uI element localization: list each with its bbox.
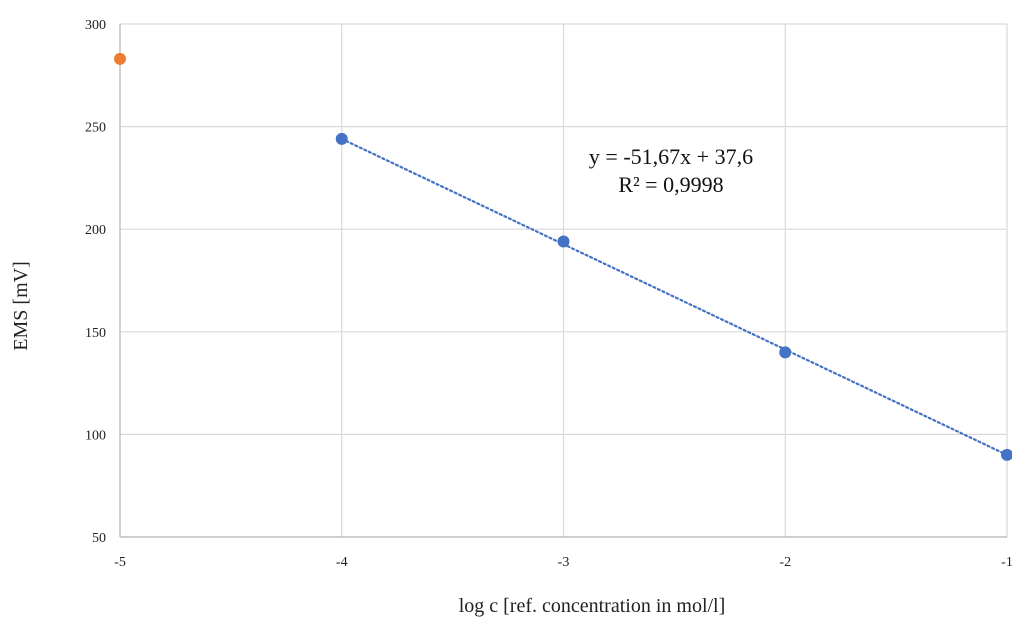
y-axis-title: EMS [mV]: [10, 261, 32, 350]
y-tick-label: 300: [85, 18, 106, 33]
x-tick-label: -5: [114, 555, 126, 570]
data-point: [779, 346, 792, 359]
data-point: [1001, 448, 1012, 461]
trendline: [340, 137, 1009, 457]
data-point: [557, 235, 570, 248]
x-tick-label: -3: [558, 555, 570, 570]
data-point: [335, 132, 348, 145]
y-tick-label: 150: [85, 326, 106, 341]
tick-labels: 50 100 150 200 250 300 -5 -4 -3 -2 -1: [85, 18, 1012, 570]
trendline-r-squared: R² = 0,9998: [618, 172, 723, 197]
data-point: [114, 52, 126, 65]
x-tick-label: -4: [336, 555, 348, 570]
data-points: [114, 52, 1012, 461]
trendlines: [340, 137, 1009, 457]
y-tick-label: 50: [92, 531, 106, 546]
y-tick-label: 100: [85, 428, 106, 443]
grid-lines: [120, 23, 1008, 537]
axes: [119, 24, 1007, 538]
x-axis-title: log c [ref. concentration in mol/l]: [459, 595, 726, 617]
x-tick-label: -1: [1001, 555, 1012, 570]
y-tick-label: 200: [85, 223, 106, 238]
y-tick-label: 250: [85, 121, 106, 136]
x-tick-label: -2: [779, 555, 791, 570]
trendline-equation: y = -51,67x + 37,6: [589, 144, 753, 169]
